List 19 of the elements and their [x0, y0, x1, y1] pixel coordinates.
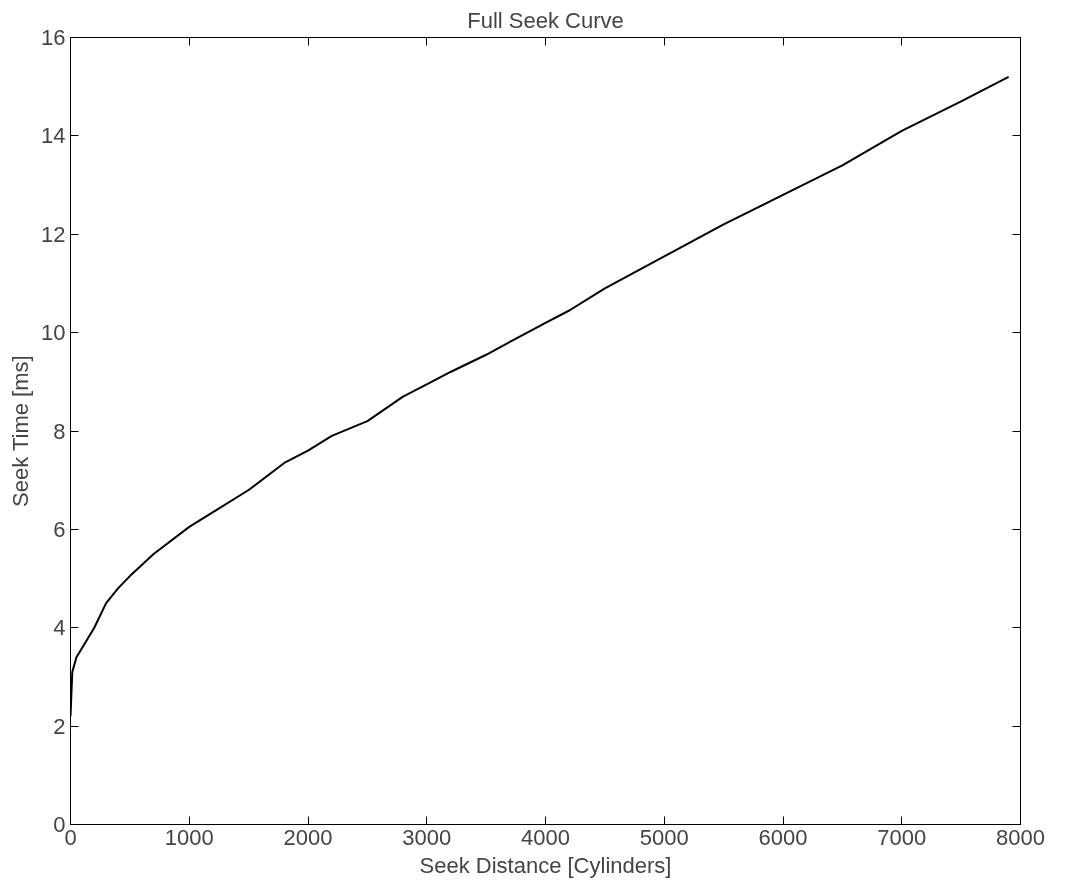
x-tick-label: 4000	[521, 824, 570, 850]
x-axis-title: Seek Distance [Cylinders]	[419, 852, 672, 878]
chart-title: Full Seek Curve	[467, 7, 624, 33]
x-tick-label: 8000	[996, 824, 1045, 850]
y-tick-label: 16	[41, 25, 66, 50]
x-tick-label: 7000	[877, 824, 927, 850]
y-tick-label: 4	[53, 615, 66, 641]
x-tick-label: 1000	[164, 824, 214, 850]
x-tick-label: 6000	[758, 824, 808, 850]
x-tick-label: 2000	[283, 824, 333, 850]
y-axis-title: Seek Time [ms]	[8, 355, 34, 507]
y-tick-label: 2	[53, 713, 66, 739]
x-tick-label: 5000	[639, 824, 689, 850]
y-tick-label: 8	[53, 418, 66, 444]
y-tick-label: 12	[41, 221, 66, 247]
y-tick-label: 10	[41, 320, 66, 346]
y-tick-label: 6	[53, 516, 66, 542]
y-tick-label: 14	[41, 123, 66, 149]
x-tick-label: 3000	[402, 824, 452, 850]
